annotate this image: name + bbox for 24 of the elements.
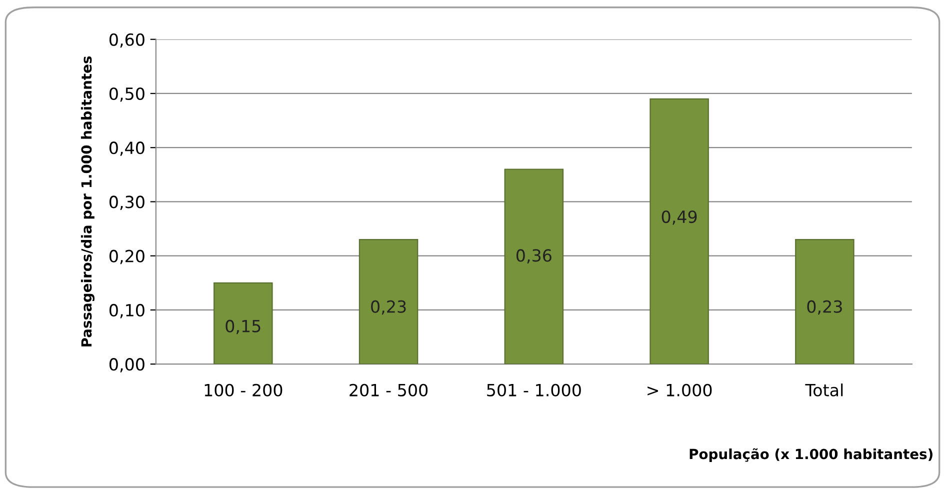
- y-tick-label: 0,30: [110, 196, 144, 210]
- y-tick-label: 0,10: [110, 304, 144, 318]
- bar: [504, 168, 564, 364]
- y-tick-label: 0,20: [110, 250, 144, 264]
- x-tick-label: 501 - 1.000: [487, 384, 581, 396]
- y-tick-label: 0,50: [110, 87, 144, 102]
- data-label: 0,23: [807, 300, 842, 315]
- data-label: 0,23: [371, 300, 406, 315]
- y-tick-label: 0,40: [110, 142, 144, 156]
- x-tick-label: 100 - 200: [204, 384, 282, 396]
- data-label: 0,36: [516, 249, 552, 264]
- y-tick-label: 0,00: [110, 358, 144, 372]
- y-tick-label: 0,60: [110, 33, 144, 48]
- bar: [795, 239, 854, 364]
- bar: [214, 282, 273, 364]
- x-tick-label: 201 - 500: [350, 384, 428, 396]
- data-label: 0,15: [226, 320, 260, 334]
- bar: [358, 239, 418, 364]
- x-tick-label: Total: [805, 384, 843, 396]
- data-label: 0,49: [662, 210, 697, 225]
- y-axis-title: Passageiros/dia por 1.000 habitantes: [80, 56, 95, 346]
- x-axis-title: População (x 1.000 habitantes): [690, 448, 932, 462]
- bar: [650, 98, 709, 364]
- x-tick-label: > 1.000: [648, 384, 712, 396]
